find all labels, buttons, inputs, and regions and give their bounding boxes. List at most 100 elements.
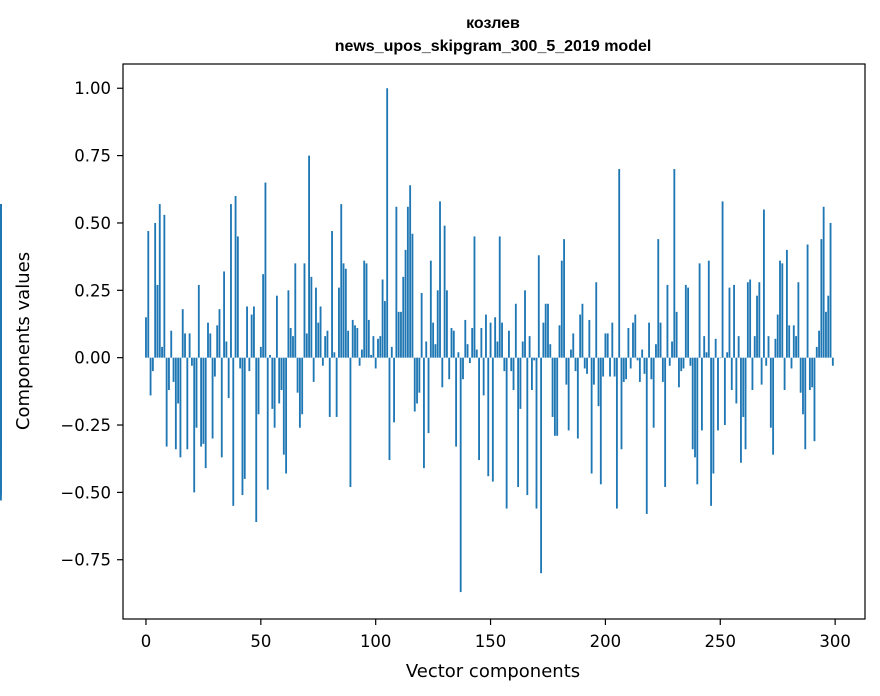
bar [542, 322, 545, 358]
bar [471, 328, 474, 358]
bar [218, 309, 221, 358]
bar [211, 357, 214, 439]
bar [386, 88, 389, 358]
bar [703, 336, 706, 358]
bar [202, 357, 205, 444]
bar [262, 274, 265, 358]
bar [480, 328, 483, 358]
bar [595, 282, 598, 358]
bar [746, 282, 749, 358]
bar [432, 322, 435, 358]
bar [179, 357, 182, 458]
bar [450, 328, 453, 358]
bar [326, 330, 329, 358]
bar [273, 357, 276, 428]
bar [236, 236, 239, 358]
bar [191, 357, 193, 366]
bar [567, 357, 570, 431]
bar [172, 357, 175, 382]
bar [519, 357, 522, 409]
bar [188, 333, 191, 358]
bar [781, 263, 784, 358]
bar [372, 336, 375, 358]
bar [776, 314, 779, 358]
bar [744, 357, 747, 450]
bar [209, 333, 212, 358]
bar [317, 322, 320, 358]
bar [147, 231, 150, 358]
bar [360, 349, 363, 358]
bar [615, 357, 618, 509]
bar [576, 357, 579, 439]
x-tick-label: 0 [141, 632, 152, 651]
bar [457, 352, 460, 358]
bar [498, 236, 501, 358]
bar [434, 344, 437, 358]
bar [464, 319, 467, 358]
bar [163, 214, 166, 358]
bar [193, 357, 196, 493]
bar [310, 276, 313, 358]
bar [250, 314, 253, 358]
bar [319, 306, 322, 358]
bar [625, 357, 628, 380]
chart-title: козлев [466, 15, 520, 32]
bar [590, 357, 593, 474]
bar [149, 357, 152, 396]
bar [512, 357, 515, 390]
bar [491, 357, 494, 482]
bar [792, 325, 795, 358]
bar [710, 357, 713, 506]
bar [436, 290, 439, 358]
bar [723, 357, 726, 426]
bar [409, 185, 412, 358]
bar [298, 357, 301, 428]
bar [818, 330, 820, 358]
y-tick-label: 0.00 [74, 349, 111, 368]
bar [439, 201, 441, 358]
bar [395, 206, 398, 358]
bar [241, 357, 244, 496]
bar [406, 206, 409, 358]
x-tick-label: 100 [360, 632, 392, 651]
bar [370, 354, 373, 358]
bar [815, 346, 818, 358]
bar [390, 346, 393, 358]
bar [503, 357, 506, 372]
bar [496, 341, 499, 358]
bar [404, 249, 407, 358]
bar [275, 295, 278, 358]
bar [583, 357, 586, 369]
bar [611, 322, 614, 358]
bar [795, 336, 797, 358]
bar [638, 357, 641, 382]
bar [338, 287, 340, 358]
bar [678, 357, 680, 388]
bar [749, 279, 752, 358]
bar [553, 357, 556, 436]
bar [397, 311, 400, 358]
bar [388, 357, 391, 461]
bar [266, 357, 269, 490]
bar [213, 357, 216, 377]
bar [769, 357, 772, 428]
bar [804, 357, 807, 450]
bar [648, 322, 650, 358]
bar [680, 357, 683, 372]
bar [537, 255, 540, 358]
bar [551, 357, 554, 417]
y-tick-label: 0.75 [74, 147, 111, 166]
bar [733, 284, 735, 358]
bar [342, 263, 345, 358]
bar [524, 290, 526, 358]
bar [379, 336, 382, 358]
bar [200, 357, 203, 447]
y-tick-label: 1.00 [74, 79, 111, 98]
bar [698, 263, 701, 358]
bar [517, 357, 520, 487]
bar [664, 357, 667, 487]
bar [597, 357, 600, 407]
bar [161, 346, 163, 358]
bar [700, 357, 703, 431]
bar [689, 357, 692, 366]
